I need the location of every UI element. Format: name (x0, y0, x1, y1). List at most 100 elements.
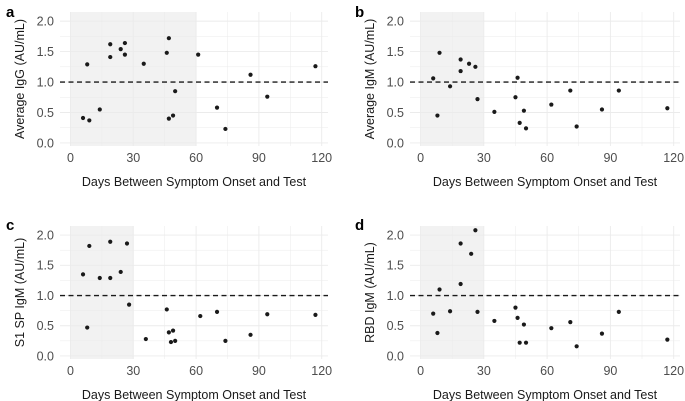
data-point (469, 251, 474, 256)
data-point (431, 311, 436, 316)
x-tick-label: 30 (477, 364, 491, 378)
x-tick-label: 120 (311, 364, 332, 378)
data-point (143, 336, 148, 342)
x-tick-label: 30 (126, 151, 140, 165)
data-point (97, 275, 102, 281)
data-point (616, 309, 621, 314)
x-tick-label: 0 (67, 151, 74, 165)
data-point (173, 338, 178, 343)
panel-c: 0.0 0.5 1.0 1.5 2.0 0 30 60 90 120 S1 SP IgM (AU/m… (6, 217, 332, 401)
data-point (523, 126, 529, 131)
data-point (265, 94, 270, 99)
data-point (164, 307, 169, 312)
data-point (513, 305, 518, 310)
data-point (108, 239, 113, 244)
data-point (599, 331, 605, 336)
panel-label: d (355, 217, 364, 234)
data-point (574, 124, 579, 129)
data-point (80, 272, 86, 277)
data-point (437, 50, 442, 55)
y-tick-label: 1.5 (37, 259, 54, 273)
data-point (265, 312, 270, 317)
data-point (118, 269, 123, 275)
data-point (122, 40, 128, 46)
x-tick-label: 90 (603, 151, 617, 165)
data-point (458, 68, 463, 74)
y-tick-label: 1.0 (387, 289, 404, 303)
data-point (437, 287, 442, 292)
y-axis-title: Average IgG (AU/mL) (13, 19, 27, 139)
y-tick-label: 1.5 (387, 45, 404, 59)
data-point (248, 72, 253, 77)
data-point (515, 315, 520, 320)
x-tick-label: 60 (540, 364, 554, 378)
data-point (517, 340, 522, 345)
y-tick-label: 2.0 (37, 228, 54, 242)
data-point (124, 241, 130, 246)
data-point (515, 75, 520, 80)
y-tick-label: 0.0 (37, 136, 54, 150)
y-tick-label: 2.0 (37, 14, 54, 28)
data-point (466, 61, 472, 66)
data-point (85, 62, 90, 67)
y-tick-label: 0.5 (37, 319, 54, 333)
x-tick-label: 120 (663, 151, 684, 165)
x-tick-label: 0 (67, 364, 74, 378)
x-tick-label: 30 (477, 151, 491, 165)
data-point (458, 241, 463, 246)
y-tick-label: 2.0 (387, 228, 404, 242)
data-point (166, 330, 171, 335)
data-point (549, 326, 554, 331)
y-tick-label: 1.0 (37, 289, 54, 303)
data-point (435, 113, 440, 118)
data-point (521, 322, 527, 327)
data-point (475, 97, 480, 102)
data-point (223, 126, 228, 132)
x-tick-label: 120 (311, 151, 332, 165)
data-point (513, 95, 518, 100)
y-tick-label: 0.5 (387, 106, 404, 120)
data-point (447, 84, 453, 89)
data-point (85, 325, 90, 330)
data-point (87, 118, 92, 123)
x-tick-label: 60 (189, 151, 203, 165)
x-axis-title: Days Between Symptom Onset and Test (82, 175, 307, 189)
data-point (492, 109, 497, 114)
data-point (458, 281, 463, 287)
data-point (122, 52, 128, 57)
data-point (447, 309, 453, 314)
data-point (568, 320, 573, 325)
data-point (87, 243, 92, 249)
data-point (473, 64, 478, 69)
data-point (475, 309, 480, 314)
y-axis-title: Average IgM (AU/mL) (363, 19, 377, 140)
data-point (168, 339, 174, 345)
data-point (214, 105, 220, 110)
data-point (126, 302, 132, 307)
data-point (574, 344, 579, 349)
x-axis-title: Days Between Symptom Onset and Test (82, 388, 307, 401)
data-point (118, 47, 123, 52)
data-point (458, 57, 463, 62)
data-point (223, 338, 228, 343)
x-tick-label: 90 (252, 364, 266, 378)
data-point (313, 64, 318, 69)
data-point (599, 107, 605, 112)
x-tick-label: 60 (540, 151, 554, 165)
y-axis-title: RBD IgM (AU/mL) (363, 242, 377, 343)
y-axis-title: S1 SP IgM (AU/mL) (13, 238, 27, 348)
data-point (523, 340, 529, 345)
y-tick-label: 0.5 (387, 319, 404, 333)
x-tick-label: 60 (189, 364, 203, 378)
panel-a: 0.0 0.5 1.0 1.5 2.0 0 30 60 90 120 Average IgG (AU… (6, 4, 332, 189)
y-tick-label: 1.0 (37, 75, 54, 89)
x-tick-label: 0 (417, 151, 424, 165)
data-point (80, 115, 86, 121)
data-point (665, 337, 670, 342)
x-tick-label: 0 (417, 364, 424, 378)
x-axis-title: Days Between Symptom Onset and Test (433, 388, 658, 401)
x-tick-label: 30 (126, 364, 140, 378)
data-point (665, 106, 670, 111)
data-point (248, 332, 253, 337)
data-point (108, 54, 113, 60)
